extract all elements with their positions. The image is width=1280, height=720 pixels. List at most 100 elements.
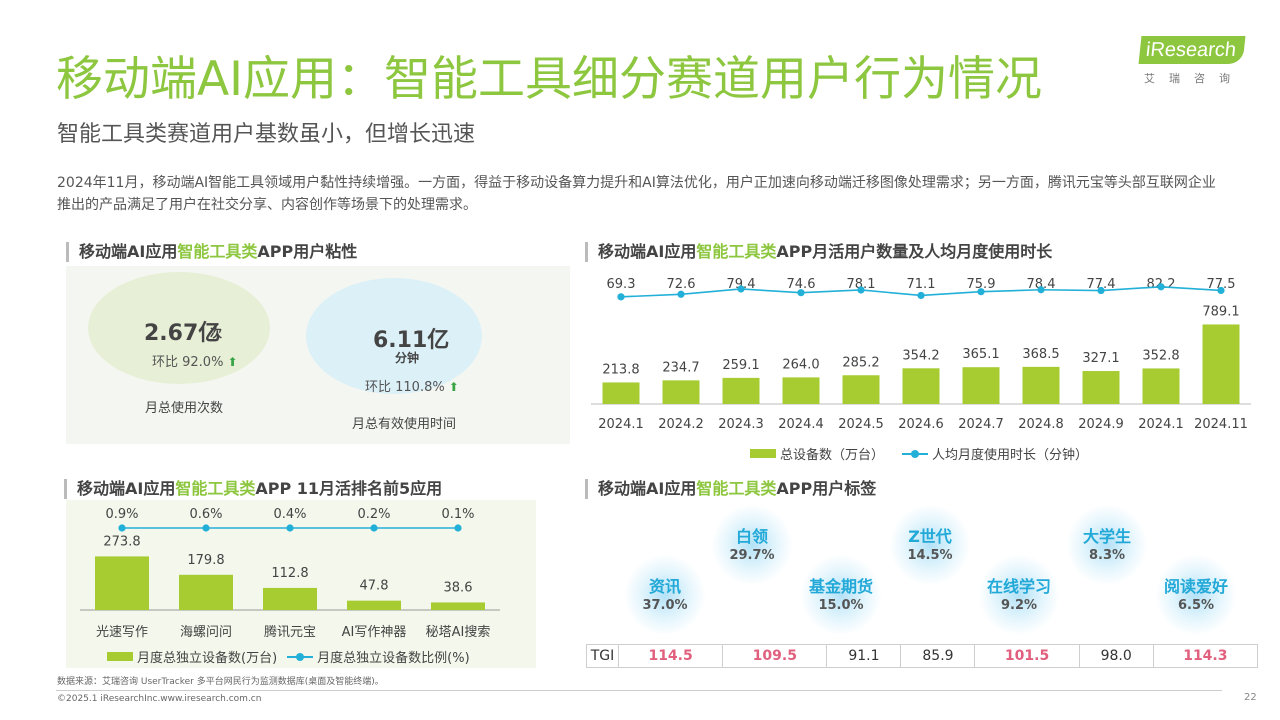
tag-name: Z世代 (908, 527, 952, 546)
panel-title-post: APP 11月活排名前5应用 (255, 479, 443, 498)
line-value-label: 0.2% (357, 507, 390, 522)
page-title: 移动端AI应用：智能工具细分赛道用户行为情况 (56, 52, 1043, 107)
bar-value-label: 365.1 (962, 347, 999, 362)
copyright: ©2025.1 iResearchInc.www.iresearch.com.c… (57, 694, 262, 704)
tag-pct: 15.0% (818, 598, 864, 613)
tgi-row: TGI 114.5 109.5 91.1 85.9 101.5 98.0 114… (586, 644, 1259, 668)
x-tick-label: 2024.5 (838, 417, 884, 432)
tgi-cell: 109.5 (722, 644, 828, 668)
bar-value-label: 112.8 (271, 566, 308, 581)
line-point (917, 291, 925, 300)
line-point (1097, 286, 1105, 295)
x-tick-label: 2024.7 (958, 417, 1004, 432)
x-tick-label: 2024.11 (1194, 417, 1248, 432)
legend-bar-swatch (107, 652, 133, 661)
bar-value-label: 47.8 (360, 579, 389, 594)
x-tick-label: 海螺问问 (180, 625, 232, 640)
usage-time-value: 6.11亿 (373, 328, 450, 353)
bar (842, 375, 880, 404)
tgi-cell: 85.9 (900, 644, 976, 668)
tag-name: 基金期货 (808, 577, 873, 596)
logo-cn: 艾瑞咨询 (1144, 72, 1244, 85)
bar-value-label: 259.1 (722, 358, 759, 373)
tag-glow (890, 505, 970, 585)
bar (347, 600, 401, 610)
usage-count-value: 2.67亿 (144, 321, 221, 346)
tgi-cell: 114.5 (617, 644, 724, 668)
line-value-label: 79.4 (727, 277, 756, 292)
legend-bar-label: 总设备数（万台） (780, 448, 885, 463)
line-point (370, 524, 378, 532)
tag-pct: 6.5% (1177, 598, 1215, 613)
tag-name: 资讯 (648, 577, 681, 596)
bar (263, 587, 317, 610)
line-value-label: 0.1% (441, 507, 474, 522)
panel-title-hl: 智能工具类 (696, 242, 777, 261)
bar (179, 574, 233, 610)
tag-pct: 9.2% (1000, 598, 1038, 613)
bar (902, 368, 940, 404)
tag-name: 大学生 (1082, 527, 1131, 546)
legend-line-label: 月度总独立设备数比例(%) (317, 651, 470, 666)
bar-value-label: 352.8 (1142, 348, 1179, 363)
tag-glow (1067, 505, 1147, 585)
bar (1202, 324, 1240, 404)
usage-count-caption: 月总使用次数 (145, 401, 224, 416)
tgi-cell: 114.3 (1152, 644, 1259, 668)
tgi-cell: 101.5 (974, 644, 1080, 668)
panel-title-pre: 移动端AI应用 (598, 479, 697, 498)
data-source: 数据来源：艾瑞咨询 UserTracker 多平台网民行为监测数据库(桌面及智能… (57, 677, 384, 687)
panel-title-top5: 移动端AI应用智能工具类APP 11月活排名前5应用 (64, 479, 442, 499)
x-tick-label: 2024.3 (718, 417, 764, 432)
usage-count-ratio-text: 环比 92.0% (152, 355, 224, 370)
tgi-cell: 91.1 (826, 644, 902, 668)
x-tick-label: 腾讯元宝 (264, 624, 316, 640)
bar-value-label: 368.5 (1022, 347, 1059, 362)
arrow-up-icon: ⬆ (227, 355, 238, 369)
bar (1142, 368, 1180, 404)
tag-name: 白领 (735, 527, 768, 546)
bar-value-label: 213.8 (602, 362, 639, 377)
line-point (977, 288, 985, 296)
line-value-label: 0.4% (273, 507, 306, 522)
usage-count-unit: 次 (210, 326, 223, 340)
tag-glow (712, 505, 792, 585)
bar-value-label: 789.1 (1202, 304, 1239, 319)
line-value-label: 74.6 (787, 277, 816, 292)
tag-name: 阅读爱好 (1163, 577, 1228, 596)
tag-name: 在线学习 (986, 577, 1051, 596)
bar (662, 380, 700, 404)
bar (431, 602, 485, 610)
intro-paragraph: 2024年11月，移动端AI智能工具领域用户黏性持续增强。一方面，得益于移动设备… (57, 175, 1216, 213)
bar (95, 556, 149, 610)
x-tick-label: 光速写作 (96, 625, 148, 640)
bar-value-label: 179.8 (187, 553, 224, 568)
x-tick-label: 秘塔AI搜索 (426, 625, 491, 640)
x-tick-label: 2024.1 (598, 417, 644, 432)
tag-pct: 8.3% (1088, 548, 1126, 563)
tag-pct: 37.0% (642, 598, 688, 613)
tag-item: 白领 29.7% (697, 505, 807, 585)
x-tick-label: 2024.9 (1078, 417, 1124, 432)
usage-count-ratio: 环比 92.0% ⬆ (152, 351, 238, 370)
tag-glow (625, 555, 705, 635)
bar (1082, 371, 1120, 404)
line-point (857, 286, 865, 294)
line-value-label: 78.1 (847, 277, 876, 292)
usage-time-ratio-text: 环比 110.8% (365, 380, 445, 395)
line-value-label: 0.9% (105, 507, 138, 522)
line-value-label: 75.9 (967, 277, 996, 292)
tag-item: Z世代 14.5% (875, 505, 985, 585)
line-point (1157, 283, 1165, 291)
tag-glow (801, 555, 881, 635)
panel-title-pre: 移动端AI应用 (79, 242, 178, 261)
tgi-table: TGI 114.5 109.5 91.1 85.9 101.5 98.0 114… (586, 644, 1259, 668)
bar (722, 377, 760, 404)
panel-title-stickiness: 移动端AI应用智能工具类APP用户粘性 (66, 242, 357, 262)
panel-title-pre: 移动端AI应用 (77, 479, 176, 498)
legend-bar-swatch (750, 449, 776, 458)
page-subtitle: 智能工具类赛道用户基数虽小，但增长迅速 (57, 122, 476, 147)
tag-item: 大学生 8.3% (1052, 505, 1162, 585)
x-tick-label: 2024.2 (658, 417, 704, 432)
panel-title-tags: 移动端AI应用智能工具类APP用户标签 (585, 479, 876, 499)
